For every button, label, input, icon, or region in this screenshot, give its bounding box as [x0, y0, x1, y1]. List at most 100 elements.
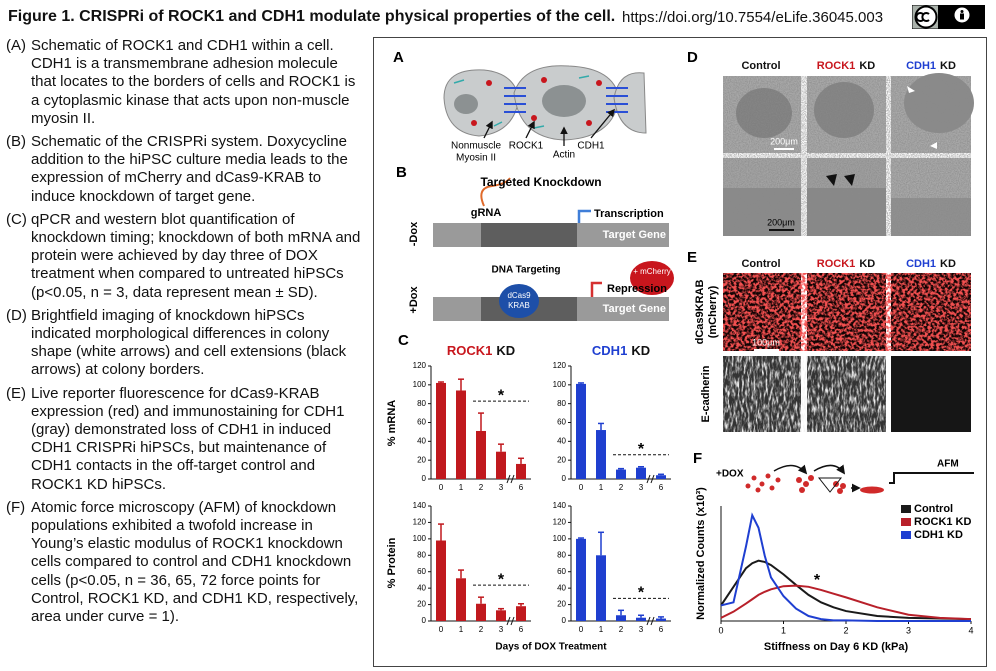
axis-label: Stiffness on Day 6 KD (kPa) — [764, 641, 909, 653]
significance-star: * — [498, 571, 505, 588]
significance-star: * — [638, 441, 645, 458]
header-suffix: KD — [940, 60, 956, 72]
label: gRNA — [471, 207, 502, 219]
gene-name: CDH1 — [906, 60, 936, 72]
legend-label: CDH1 KD — [914, 529, 963, 541]
y-tick-label: 80 — [557, 399, 566, 408]
item-text: Atomic force microscopy (AFM) of knockdo… — [31, 498, 359, 626]
scale-bar-label: 100μm — [752, 337, 780, 347]
legend-item: (D) Brightfield imaging of knockdown hiPS… — [6, 307, 368, 380]
y-tick-label: 40 — [417, 436, 426, 445]
bar — [476, 603, 486, 621]
x-tick-label: 1 — [459, 483, 464, 492]
condition-header: CDH1 KD — [906, 60, 956, 72]
x-tick-label: 6 — [519, 483, 524, 492]
y-tick-label: 100 — [553, 534, 567, 543]
bar — [476, 430, 486, 479]
label: Nonmuscle — [451, 141, 501, 152]
item-label: (E) — [6, 384, 26, 402]
panel-letter: D — [687, 49, 698, 66]
panel-letter: B — [396, 164, 407, 181]
y-tick-label: 40 — [417, 583, 426, 592]
label: + mCherry — [633, 267, 671, 276]
figure-title: Figure 1. CRISPRi of ROCK1 and CDH1 modu… — [8, 8, 616, 25]
scale-bar-label: 200μm — [767, 217, 795, 227]
y-tick-label: 60 — [557, 418, 566, 427]
panel-letter: E — [687, 249, 697, 266]
y-tick-label: 0 — [422, 474, 427, 483]
y-tick-label: 60 — [417, 567, 426, 576]
legend-label: ROCK1 KD — [914, 516, 972, 528]
x-tick-label: 3 — [639, 625, 644, 634]
label: DNA Targeting — [492, 265, 561, 276]
y-tick-label: 120 — [413, 518, 427, 527]
cell-schematic — [443, 65, 647, 146]
condition-header: ROCK1 KD — [447, 343, 515, 358]
label: Myosin II — [456, 153, 496, 164]
gene-name: Control — [741, 60, 780, 72]
bar — [616, 615, 626, 621]
item-label: (A) — [6, 37, 26, 54]
item-label: (B) — [6, 133, 26, 151]
y-tick-label: 120 — [553, 361, 567, 370]
x-tick-label: 6 — [659, 483, 664, 492]
bar — [576, 538, 586, 621]
bar — [596, 430, 606, 479]
afm-schematic — [745, 464, 974, 494]
x-tick-label: 0 — [718, 625, 723, 635]
bar — [516, 463, 526, 479]
item-text: Schematic of the CRISPRi system. Doxycyc… — [31, 133, 348, 205]
bar — [636, 617, 646, 621]
x-tick-label: 0 — [579, 483, 584, 492]
bar — [616, 469, 626, 479]
y-tick-label: 60 — [417, 418, 426, 427]
header-suffix: KD — [859, 258, 875, 270]
y-tick-label: 80 — [557, 550, 566, 559]
y-tick-label: 120 — [553, 518, 567, 527]
axis-label: % Protein — [386, 537, 398, 588]
doi-link[interactable]: https://doi.org/10.7554/eLife.36045.003 — [622, 9, 884, 26]
x-tick-label: 1 — [599, 625, 604, 634]
axis-label: % mRNA — [386, 400, 398, 447]
axis-break — [506, 474, 515, 484]
y-tick-label: 0 — [562, 616, 567, 625]
condition-header: ROCK1 KD — [817, 60, 875, 72]
label: Actin — [553, 150, 575, 161]
bar — [656, 475, 666, 479]
significance-star: * — [638, 585, 645, 602]
bar — [656, 618, 666, 621]
header-suffix: KD — [859, 60, 875, 72]
bar — [516, 606, 526, 621]
y-tick-label: 20 — [557, 455, 566, 464]
y-tick-label: 140 — [553, 501, 567, 510]
fluorescence-images — [723, 273, 971, 432]
label: CDH1 — [577, 141, 605, 152]
x-tick-label: 4 — [968, 625, 973, 635]
item-text: qPCR and western blot quantification of … — [31, 210, 361, 301]
label: +DOX — [716, 469, 744, 480]
legend-item: (E) Live reporter fluorescence for dCas9-… — [6, 385, 368, 494]
legend-swatch — [901, 518, 911, 526]
x-tick-label: 1 — [459, 625, 464, 634]
legend-item: (B) Schematic of the CRISPRi system. Doxy… — [6, 133, 368, 206]
label: Target Gene — [603, 229, 666, 241]
x-tick-label: 3 — [499, 625, 504, 634]
gene-name: CDH1 — [592, 343, 627, 358]
figure-legend: (A) Schematic of ROCK1 and CDH1 within a … — [6, 37, 368, 631]
y-tick-label: 20 — [417, 600, 426, 609]
legend-swatch — [901, 531, 911, 539]
label: Repression — [607, 283, 667, 295]
header-suffix: KD — [496, 343, 515, 358]
gene-name: Control — [741, 258, 780, 270]
y-tick-label: 40 — [557, 583, 566, 592]
bar — [436, 382, 446, 479]
label: Transcription — [594, 208, 664, 220]
bar — [576, 383, 586, 479]
panel-letter: F — [693, 450, 702, 467]
row-label: dCas9KRAB — [694, 280, 706, 345]
bar — [596, 555, 606, 621]
panel-letter: A — [393, 49, 404, 66]
item-text: Live reporter fluorescence for dCas9-KRA… — [31, 384, 345, 493]
item-label: (C) — [6, 210, 27, 228]
series-line — [720, 559, 972, 621]
